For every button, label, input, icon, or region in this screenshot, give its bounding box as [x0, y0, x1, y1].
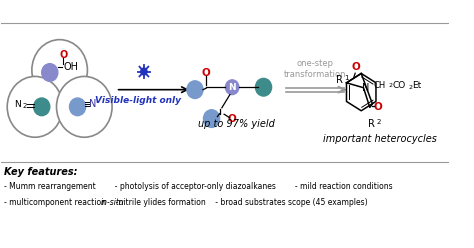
Circle shape [203, 110, 219, 127]
Text: N: N [362, 83, 369, 93]
Circle shape [70, 98, 86, 116]
Text: N: N [228, 83, 236, 92]
Text: R: R [368, 120, 374, 129]
Text: 2: 2 [22, 103, 27, 109]
Text: in-situ: in-situ [101, 198, 125, 207]
Text: N: N [15, 100, 21, 109]
Circle shape [56, 76, 112, 137]
Text: 2: 2 [388, 83, 392, 88]
Text: Key features:: Key features: [4, 167, 77, 177]
Text: nitrile ylides formation    - broad substrates scope (45 examples): nitrile ylides formation - broad substra… [116, 198, 367, 207]
Circle shape [141, 68, 147, 75]
Text: N: N [89, 99, 96, 109]
Circle shape [34, 98, 50, 116]
Text: - Mumm rearrangement        - photolysis of acceptor-only diazoalkanes        - : - Mumm rearrangement - photolysis of acc… [4, 182, 392, 191]
Circle shape [7, 76, 63, 137]
Text: - multicomponent reaction    -: - multicomponent reaction - [4, 198, 120, 207]
Text: 2: 2 [376, 120, 381, 125]
Circle shape [226, 80, 239, 94]
Text: O: O [202, 67, 210, 78]
Text: R: R [336, 75, 343, 85]
Text: OH: OH [63, 62, 78, 72]
Text: O: O [374, 102, 382, 112]
Text: Visible-light only: Visible-light only [95, 96, 181, 105]
Text: Et: Et [412, 81, 421, 90]
Text: 2: 2 [408, 85, 412, 90]
Text: O: O [59, 50, 67, 60]
Text: 1: 1 [345, 75, 349, 81]
Text: up to 97% yield: up to 97% yield [198, 119, 275, 129]
Text: CO: CO [392, 81, 406, 90]
Text: important heterocycles: important heterocycles [323, 134, 437, 144]
Circle shape [42, 64, 58, 81]
Circle shape [32, 40, 87, 100]
Circle shape [187, 81, 203, 98]
Text: O: O [352, 62, 360, 72]
Text: one-step
transformation: one-step transformation [284, 59, 346, 79]
Text: CH: CH [374, 81, 386, 90]
Text: O: O [228, 114, 237, 124]
Circle shape [255, 78, 272, 96]
